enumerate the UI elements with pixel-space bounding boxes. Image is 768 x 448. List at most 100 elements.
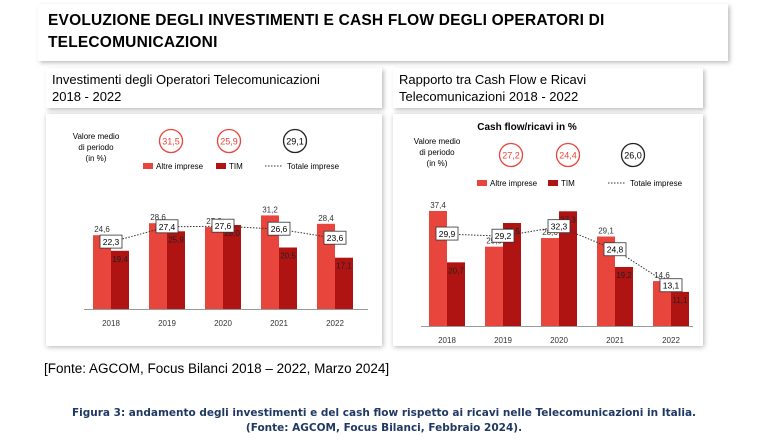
right-panel-title: Rapporto tra Cash Flow e Ricavi Telecomu… [393,68,703,108]
data-box-totale [435,226,459,241]
page-title-line1: EVOLUZIONE DEGLI INVESTIMENTI E CASH FLO… [48,12,605,29]
bar-altre-imprese [205,227,223,309]
bar-tim [279,247,297,309]
bar-altre-imprese [485,246,503,326]
x-tick-label: 2020 [214,319,232,328]
bar-tim [167,231,185,309]
page-title-line2: TELECOMUNICAZIONI [48,34,218,51]
average-value: 29,1 [286,137,304,147]
average-label-line: Valore medio [414,137,461,146]
bar-altre-imprese [261,215,279,309]
data-box-totale [211,218,235,233]
data-box-totale [323,230,347,245]
data-label-tim: 19,2 [616,271,632,280]
cashflow-chart: Cash flow/ricavi in % Valore medio di peri… [414,122,693,345]
bar-altre-imprese [149,223,167,309]
data-label-tim: 19,4 [112,255,128,264]
bar-altre-imprese [93,235,111,309]
data-label-tim: 17,1 [336,262,352,271]
average-label-line: di periodo [419,148,455,157]
bar-altre-imprese [653,281,671,326]
average-circle [216,128,242,154]
data-box-totale [547,219,571,234]
average-label-line: (in %) [86,154,107,163]
data-label-altre: 31,2 [262,205,278,214]
data-box-totale [99,234,123,249]
average-circle [498,142,524,168]
average-circle [158,128,184,154]
data-label-totale: 29,2 [495,231,512,241]
data-label-totale: 22,3 [103,237,120,247]
data-box-totale [659,278,683,293]
data-label-altre: 28,4 [318,214,334,223]
data-label-altre: 14,6 [654,271,670,280]
bar-tim [335,257,353,309]
data-box-totale [155,219,179,234]
average-circle [555,142,581,168]
legend-label: TIM [561,179,575,188]
bar-tim [671,291,689,326]
data-label-totale: 13,1 [663,281,680,291]
data-label-totale: 24,8 [607,245,624,255]
bar-tim [559,211,577,326]
data-box-totale [603,242,627,257]
figure-caption: Figura 3: andamento degli investimenti e… [0,406,768,436]
data-label-tim: 20,5 [280,252,296,261]
left-panel-title: Investimenti degli Operatori Telecomunic… [46,68,382,108]
data-box-totale [491,228,515,243]
data-label-tim: 28,0 [224,229,240,238]
figure-caption-line1: Figura 3: andamento degli investimenti e… [71,407,697,419]
average-value: 24,4 [559,151,577,161]
x-tick-label: 2021 [606,336,624,345]
bar-tim [615,266,633,326]
x-tick-label: 2018 [438,336,456,345]
legend-label: TIM [229,162,243,171]
right-panel-title-line2: Telecomunicazioni 2018 - 2022 [399,89,579,104]
legend-swatch-altre [477,180,487,186]
left-panel-title-line1: Investimenti degli Operatori Telecomunic… [52,72,320,87]
bar-tim [111,250,129,309]
bar-altre-imprese [317,223,335,309]
average-label-line: (in %) [427,159,448,168]
data-label-tim: 20,7 [448,266,464,275]
average-value: 31,5 [162,137,180,147]
x-tick-label: 2020 [550,336,568,345]
bar-tim [447,262,465,326]
legend-swatch-tim [216,163,226,169]
bar-tim [503,222,521,326]
legend-label: Altre imprese [156,162,204,171]
figure-caption-line2: (Fonte: AGCOM, Focus Bilanci, Febbraio 2… [245,422,523,434]
bar-altre-imprese [541,238,559,326]
investments-chart-panel: Valore medio di periodo (in %) 31,5 25,9 29,1… [46,114,382,346]
x-tick-label: 2022 [662,336,680,345]
data-label-totale: 26,6 [271,224,288,234]
average-circle [620,142,646,168]
data-label-totale: 23,6 [327,233,344,243]
data-label-altre: 24,6 [94,225,110,234]
left-panel-title-line2: 2018 - 2022 [52,89,122,104]
data-label-totale: 27,4 [159,222,176,232]
average-value: 25,9 [220,137,238,147]
data-label-altre: 29,1 [598,227,614,236]
average-label-line: Valore medio [73,132,120,141]
page-title: EVOLUZIONE DEGLI INVESTIMENTI E CASH FLO… [48,10,708,54]
x-tick-label: 2022 [326,319,344,328]
bar-altre-imprese [597,236,615,326]
bar-tim [223,225,241,309]
average-label-line: di periodo [78,143,114,152]
average-circle [282,128,308,154]
legend-label: Altre imprese [490,179,538,188]
data-label-tim: 25,9 [168,235,184,244]
data-label-totale: 32,3 [551,222,568,232]
source-note: [Fonte: AGCOM, Focus Bilanci 2018 – 2022… [44,361,390,376]
x-tick-label: 2021 [270,319,288,328]
header-banner: EVOLUZIONE DEGLI INVESTIMENTI E CASH FLO… [38,4,728,61]
x-tick-label: 2019 [494,336,512,345]
data-label-altre: 28,6 [150,213,166,222]
data-label-totale: 29,9 [439,229,456,239]
data-label-tim: 11,1 [673,296,689,305]
data-box-totale [267,221,291,236]
cashflow-chart-panel: Cash flow/ricavi in % Valore medio di peri… [393,114,703,346]
average-value: 27,2 [502,151,520,161]
right-panel-title-line1: Rapporto tra Cash Flow e Ricavi [399,72,587,87]
